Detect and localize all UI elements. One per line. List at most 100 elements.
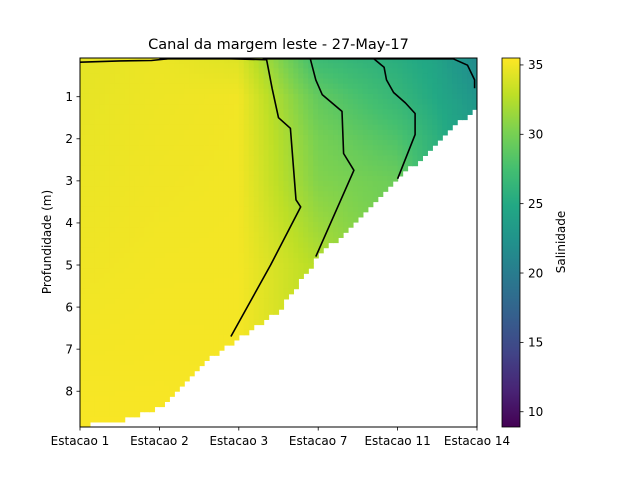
heatmap-cell <box>407 88 414 95</box>
heatmap-cell <box>134 314 141 320</box>
heatmap-cell <box>402 58 409 64</box>
heatmap-cell <box>397 99 404 105</box>
heatmap-cell <box>313 175 319 182</box>
heatmap-cell <box>134 309 141 315</box>
heatmap-cell <box>278 211 285 218</box>
heatmap-cell <box>139 140 146 146</box>
heatmap-cell <box>149 201 156 208</box>
heatmap-cell <box>228 145 235 151</box>
heatmap-cell <box>129 391 136 397</box>
heatmap-cell <box>149 170 156 177</box>
heatmap-cell <box>397 88 404 95</box>
heatmap-cell <box>397 129 404 136</box>
heatmap-cell <box>204 78 210 85</box>
heatmap-cell <box>109 375 116 382</box>
heatmap-cell <box>114 416 121 423</box>
heatmap-cell <box>402 114 409 121</box>
heatmap-cell <box>228 78 235 85</box>
heatmap-cell <box>338 201 344 208</box>
heatmap-cell <box>179 345 185 351</box>
heatmap-cell <box>149 181 156 187</box>
heatmap-cell <box>392 114 399 121</box>
heatmap-cell <box>159 252 165 259</box>
heatmap-cell <box>94 114 101 121</box>
heatmap-cell <box>129 201 136 208</box>
heatmap-cell <box>84 227 91 233</box>
heatmap-cell <box>228 298 235 305</box>
heatmap-cell <box>387 99 394 105</box>
heatmap-cell <box>457 99 463 105</box>
heatmap-cell <box>139 298 146 305</box>
heatmap-cell <box>164 247 170 254</box>
heatmap-cell <box>308 191 314 197</box>
heatmap-cell <box>288 268 294 274</box>
heatmap-cell <box>432 58 438 64</box>
heatmap-cell <box>194 68 200 74</box>
heatmap-cell <box>159 206 165 213</box>
heatmap-cell <box>204 263 210 269</box>
heatmap-cell <box>109 222 116 228</box>
heatmap-cell <box>89 380 96 387</box>
heatmap-cell <box>228 160 235 167</box>
heatmap-cell <box>288 181 294 187</box>
heatmap-cell <box>164 288 170 295</box>
heatmap-cell <box>189 196 195 203</box>
heatmap-cell <box>184 237 190 244</box>
heatmap-cell <box>144 293 151 300</box>
heatmap-cell <box>248 134 255 141</box>
heatmap-cell <box>422 114 428 121</box>
heatmap-cell <box>308 252 314 259</box>
heatmap-cell <box>159 78 165 85</box>
heatmap-cell <box>323 165 329 172</box>
heatmap-cell <box>387 109 394 115</box>
heatmap-cell <box>179 129 185 136</box>
heatmap-cell <box>154 227 160 233</box>
heatmap-cell <box>303 129 309 136</box>
heatmap-cell <box>367 201 374 208</box>
heatmap-cell <box>298 63 304 69</box>
heatmap-cell <box>268 222 275 228</box>
heatmap-cell <box>84 83 91 90</box>
heatmap-cell <box>343 201 349 208</box>
heatmap-cell <box>144 329 151 336</box>
heatmap-cell <box>84 350 91 356</box>
heatmap-cell <box>372 93 379 100</box>
heatmap-cell <box>243 232 250 238</box>
heatmap-cell <box>144 186 151 192</box>
heatmap-cell <box>392 83 399 90</box>
heatmap-cell <box>114 93 121 100</box>
heatmap-cell <box>124 257 131 264</box>
heatmap-cell <box>298 252 304 259</box>
heatmap-cell <box>99 232 106 238</box>
heatmap-cell <box>303 191 309 197</box>
heatmap-cell <box>189 88 195 95</box>
heatmap-cell <box>109 334 116 341</box>
heatmap-cell <box>402 63 409 69</box>
heatmap-cell <box>174 170 180 177</box>
heatmap-cell <box>109 175 116 182</box>
heatmap-cell <box>114 237 121 244</box>
heatmap-cell <box>308 242 314 249</box>
heatmap-cell <box>129 329 136 336</box>
heatmap-cell <box>194 99 200 105</box>
heatmap-cell <box>124 232 131 238</box>
heatmap-cell <box>144 73 151 80</box>
heatmap-cell <box>392 140 399 146</box>
heatmap-cell <box>318 237 324 244</box>
heatmap-cell <box>283 206 290 213</box>
heatmap-cell <box>288 119 294 126</box>
heatmap-cell <box>377 170 384 177</box>
heatmap-cell <box>328 63 334 69</box>
heatmap-cell <box>114 309 121 315</box>
heatmap-cell <box>99 170 106 177</box>
heatmap-cell <box>159 247 165 254</box>
heatmap-cell <box>253 124 260 131</box>
heatmap-cell <box>273 145 280 151</box>
heatmap-cell <box>209 68 215 74</box>
heatmap-cell <box>347 206 354 213</box>
heatmap-cell <box>119 150 126 156</box>
heatmap-cell <box>333 83 339 90</box>
heatmap-cell <box>303 237 309 244</box>
heatmap-cell <box>258 73 265 80</box>
heatmap-cell <box>104 201 111 208</box>
